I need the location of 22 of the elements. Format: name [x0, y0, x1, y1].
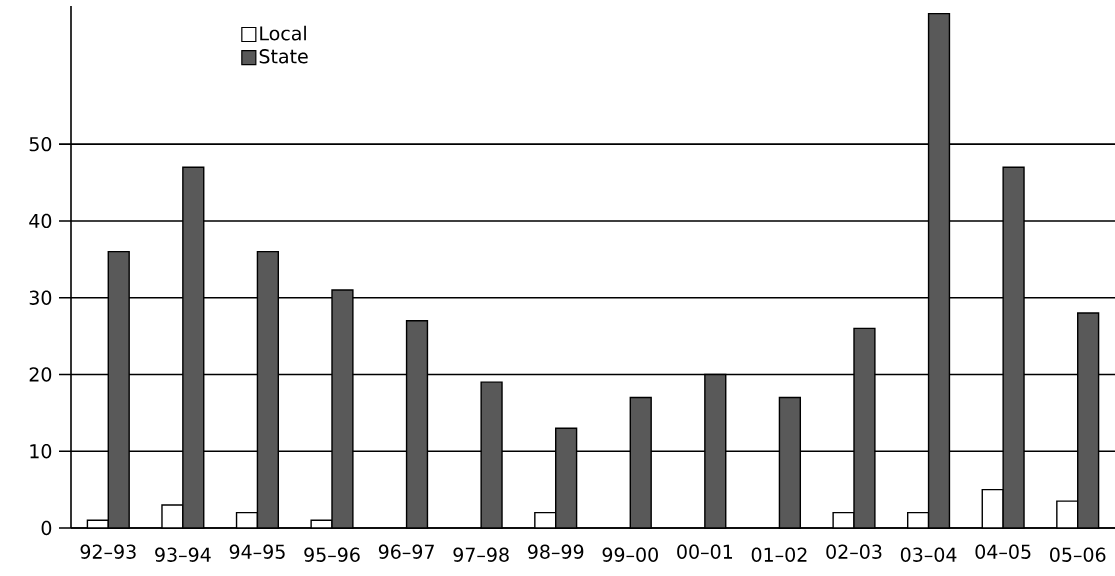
x-tick-label: 92–93	[80, 544, 136, 559]
x-tick-label: 00–01	[677, 544, 733, 559]
x-tick-label: 98–99	[527, 544, 584, 559]
x-tick-label: 93–94	[155, 547, 211, 562]
x-tick-label: 94–95	[229, 544, 285, 559]
y-tick-label: 30	[29, 290, 52, 305]
x-tick-label: 01–02	[751, 547, 807, 562]
y-tick-label: 20	[29, 367, 52, 382]
legend-label: Local	[260, 25, 306, 41]
x-tick-label: 02–03	[826, 544, 882, 559]
y-tick-label: 50	[29, 136, 52, 152]
x-tick-label: 03–04	[900, 547, 957, 562]
x-tick-label: 99–00	[602, 547, 658, 562]
legend-label: State	[259, 49, 308, 64]
x-tick-label: 04–05	[975, 544, 1031, 559]
x-tick-label: 97–98	[453, 547, 509, 562]
y-tick-label: 0	[41, 520, 52, 536]
y-tick-label: 10	[30, 444, 52, 459]
x-tick-label: 96–97	[378, 544, 434, 559]
x-tick-label: 05–06	[1050, 547, 1106, 562]
y-tick-label: 40	[29, 213, 52, 229]
x-tick-label: 95–96	[304, 547, 360, 562]
